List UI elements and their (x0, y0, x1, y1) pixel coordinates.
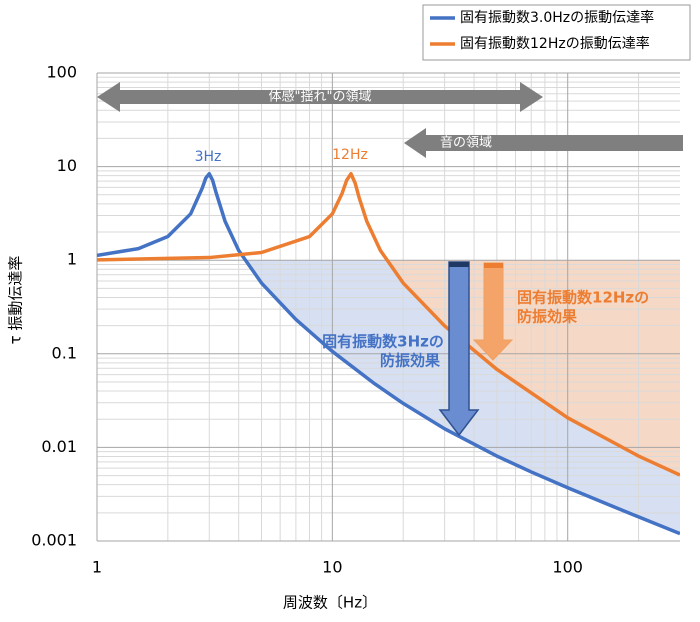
y-axis-label: τ 振動伝達率 (7, 256, 25, 345)
annotation: 3Hz (195, 149, 222, 165)
effect-arrow (438, 261, 480, 437)
curves (97, 171, 680, 536)
x-tick-label: 100 (552, 558, 583, 577)
y-tick-label: 100 (46, 63, 77, 82)
legend-box (422, 4, 691, 61)
y-tick-label: 0.1 (52, 343, 77, 362)
annotation: 12Hz (332, 147, 368, 163)
effect-arrow (472, 262, 514, 361)
y-tick-label: 0.01 (41, 437, 77, 456)
x-tick-label: 10 (322, 558, 342, 577)
series-line (97, 171, 680, 536)
y-tick-label: 10 (57, 156, 77, 175)
annotation: 防振効果 (517, 308, 578, 326)
arrow-cap (484, 263, 503, 268)
annotation: 固有振動数12Hzの (517, 289, 649, 307)
x-tick-label: 1 (92, 558, 102, 577)
region-arrow (404, 128, 683, 158)
legend-label: 固有振動数3.0Hzの振動伝達率 (460, 9, 654, 26)
annotation: 固有振動数3Hzの (322, 333, 444, 351)
y-tick-label: 0.001 (31, 531, 77, 550)
y-tick-label: 1 (67, 250, 77, 269)
annotation: 防振効果 (380, 352, 441, 370)
annotation: 体感"揺れ"の領域 (269, 89, 372, 105)
region-arrow (97, 82, 543, 112)
legend-label: 固有振動数12Hzの振動伝達率 (460, 35, 650, 52)
arrow-cap (449, 262, 469, 267)
x-axis-label: 周波数〔Hz〕 (283, 594, 377, 612)
series-line (97, 171, 680, 477)
annotation: 音の領域 (440, 135, 492, 151)
